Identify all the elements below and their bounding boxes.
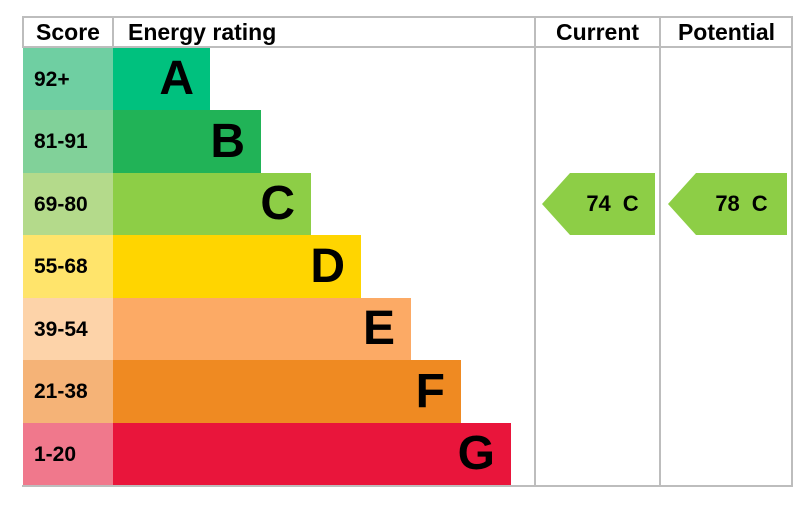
rating-bar-f: F (113, 360, 461, 423)
rating-bar-g: G (113, 423, 511, 485)
score-range-c: 69-80 (23, 173, 113, 235)
potential-rating-value: 78 (715, 191, 740, 216)
score-range-g: 1-20 (23, 423, 113, 485)
column-header-energy-rating: Energy rating (128, 19, 277, 45)
rating-letter-f: F (415, 364, 445, 418)
score-range-b: 81-91 (23, 110, 113, 173)
rating-letter-e: E (362, 302, 395, 355)
rating-bar-c: C (113, 173, 311, 235)
rating-letter-c: C (260, 177, 295, 230)
band-row-a: 92+ A (0, 48, 810, 110)
rating-bar-a: A (113, 48, 210, 110)
rating-bar-d: D (113, 235, 361, 298)
table-border-current-left (534, 16, 536, 487)
score-range-f: 21-38 (23, 360, 113, 423)
table-border-top (22, 16, 793, 18)
rating-bar-b: B (113, 110, 261, 173)
current-rating-grade: C (622, 191, 639, 216)
rating-letter-d: D (310, 239, 345, 293)
column-header-current: Current (555, 19, 640, 45)
potential-rating-grade: C (751, 191, 768, 216)
table-border-score-right (112, 16, 114, 48)
band-row-e: 39-54 E (0, 298, 810, 360)
current-rating-arrow: 74 C (542, 173, 655, 235)
score-range-e: 39-54 (23, 298, 113, 360)
potential-rating-arrow: 78 C (668, 173, 787, 235)
column-header-potential: Potential (677, 19, 776, 45)
score-range-d: 55-68 (23, 235, 113, 298)
table-border-right (791, 16, 793, 487)
table-border-header-bottom (22, 46, 793, 48)
rating-letter-b: B (210, 114, 245, 168)
band-row-b: 81-91 B (0, 110, 810, 173)
table-border-bottom (22, 485, 793, 487)
score-range-a: 92+ (23, 48, 113, 110)
band-row-f: 21-38 F (0, 360, 810, 423)
band-row-g: 1-20 G (0, 423, 810, 485)
band-row-d: 55-68 D (0, 235, 810, 298)
rating-letter-g: G (457, 427, 495, 480)
rating-bar-e: E (113, 298, 411, 360)
column-header-score: Score (36, 19, 100, 45)
table-border-score-left (22, 16, 24, 48)
table-border-current-right (659, 16, 661, 487)
band-row-c: 69-80 C (0, 173, 810, 235)
rating-letter-a: A (159, 52, 194, 105)
current-rating-value: 74 (586, 191, 611, 216)
